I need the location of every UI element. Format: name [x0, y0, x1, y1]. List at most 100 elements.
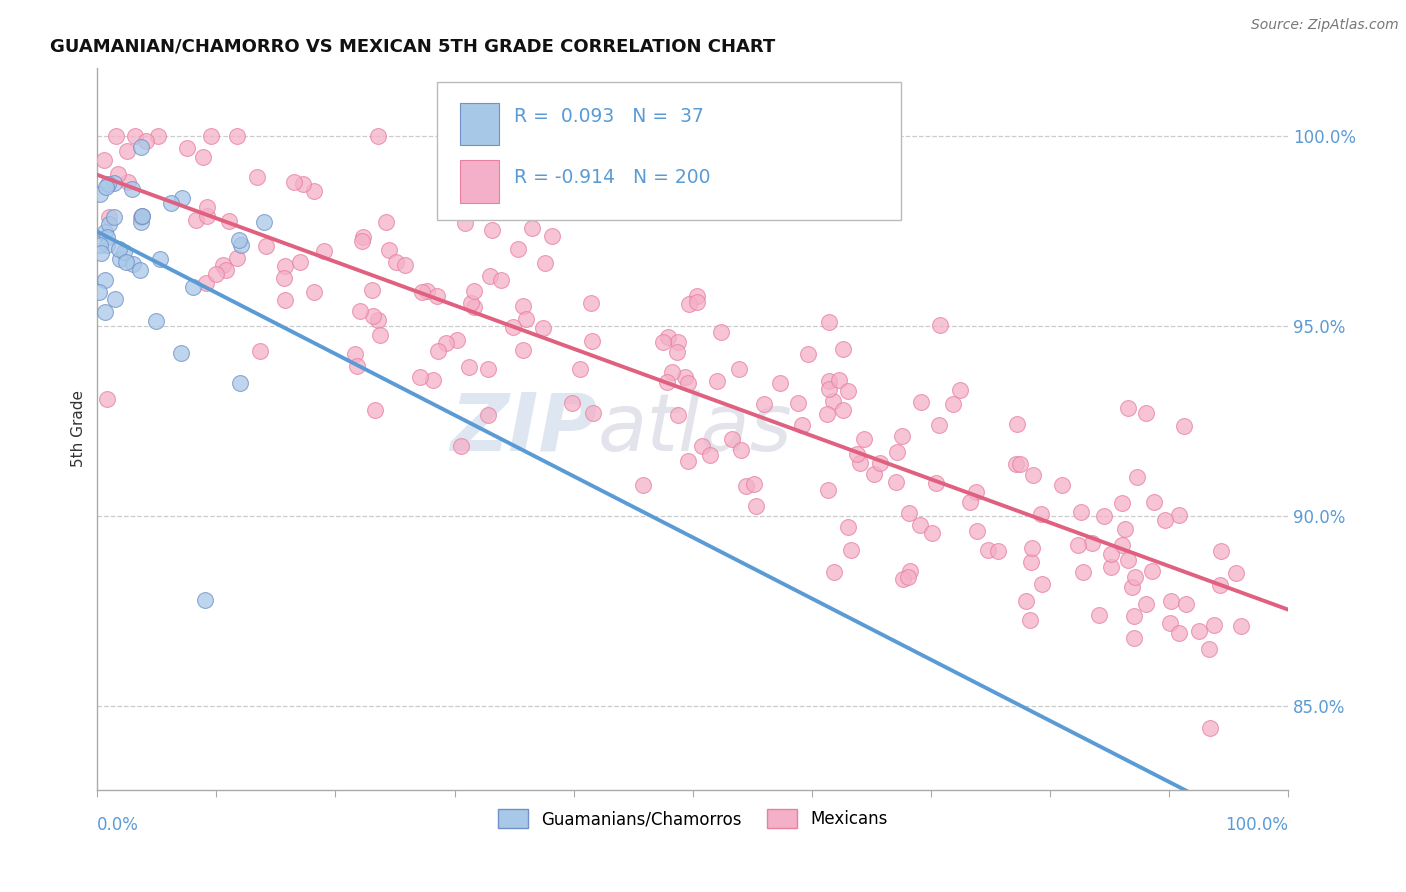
Point: [1143, 495, 1166, 509]
FancyBboxPatch shape: [461, 103, 499, 145]
Point: [1052, 478, 1074, 492]
Point: [103, 176, 125, 190]
Point: [898, 506, 921, 520]
Point: [1022, 468, 1045, 483]
Point: [831, 403, 853, 417]
Point: [823, 566, 845, 580]
Point: [728, 362, 751, 376]
Point: [787, 396, 810, 410]
Point: [818, 382, 841, 396]
Point: [225, 129, 247, 144]
Point: [818, 375, 841, 389]
Point: [685, 294, 707, 309]
Point: [898, 564, 921, 578]
Point: [1111, 496, 1133, 510]
Point: [1080, 536, 1102, 550]
Point: [97, 217, 120, 231]
Point: [1021, 541, 1043, 556]
Point: [949, 383, 972, 397]
Text: 0.0%: 0.0%: [97, 816, 139, 834]
Point: [655, 376, 678, 390]
Point: [1173, 418, 1195, 433]
Point: [1135, 406, 1157, 420]
Point: [129, 140, 152, 154]
Point: [1160, 594, 1182, 608]
Point: [869, 456, 891, 470]
Point: [1088, 607, 1111, 622]
Point: [367, 129, 389, 144]
Point: [94, 225, 117, 239]
Point: [108, 242, 131, 256]
Point: [742, 477, 765, 491]
Text: Source: ZipAtlas.com: Source: ZipAtlas.com: [1251, 18, 1399, 32]
Point: [699, 448, 721, 462]
Point: [839, 542, 862, 557]
Point: [977, 543, 1000, 558]
Point: [124, 129, 146, 144]
Point: [929, 318, 952, 333]
Point: [987, 544, 1010, 558]
Point: [273, 270, 295, 285]
Point: [204, 267, 226, 281]
Point: [666, 345, 689, 359]
Point: [491, 273, 513, 287]
Point: [378, 243, 401, 257]
Point: [453, 174, 475, 188]
Point: [818, 315, 841, 329]
Point: [1099, 547, 1122, 561]
Point: [1198, 642, 1220, 657]
Point: [249, 344, 271, 359]
Point: [1067, 538, 1090, 552]
Point: [1199, 721, 1222, 735]
Point: [1015, 594, 1038, 608]
Point: [172, 191, 194, 205]
Point: [385, 255, 408, 269]
Point: [752, 397, 775, 411]
Point: [921, 526, 943, 541]
Point: [131, 209, 153, 223]
Point: [181, 280, 204, 294]
Point: [668, 335, 690, 350]
Point: [89, 238, 111, 252]
Point: [686, 289, 709, 303]
Point: [837, 384, 859, 399]
Point: [1122, 608, 1144, 623]
Point: [720, 432, 742, 446]
Point: [477, 409, 499, 423]
Point: [1031, 577, 1053, 591]
Point: [193, 592, 215, 607]
Point: [159, 196, 181, 211]
Point: [93, 153, 115, 168]
Point: [668, 408, 690, 422]
Point: [246, 170, 269, 185]
Point: [1019, 614, 1042, 628]
Point: [228, 233, 250, 247]
Point: [1167, 625, 1189, 640]
Y-axis label: 5th Grade: 5th Grade: [72, 391, 86, 467]
Point: [149, 252, 172, 266]
Point: [302, 285, 325, 299]
Point: [1071, 565, 1094, 579]
Point: [965, 485, 987, 500]
Point: [218, 214, 240, 228]
Point: [790, 418, 813, 433]
Point: [90, 246, 112, 260]
Point: [797, 347, 820, 361]
Point: [450, 439, 472, 453]
FancyBboxPatch shape: [437, 82, 901, 219]
Point: [853, 432, 876, 446]
Point: [1168, 508, 1191, 522]
Point: [832, 342, 855, 356]
Point: [94, 272, 117, 286]
Point: [302, 184, 325, 198]
Point: [214, 262, 236, 277]
Point: [93, 304, 115, 318]
Point: [706, 374, 728, 388]
Point: [146, 129, 169, 144]
Point: [131, 209, 153, 223]
Point: [96, 179, 118, 194]
Point: [1175, 597, 1198, 611]
Point: [104, 292, 127, 306]
Point: [925, 475, 948, 490]
Point: [730, 442, 752, 457]
